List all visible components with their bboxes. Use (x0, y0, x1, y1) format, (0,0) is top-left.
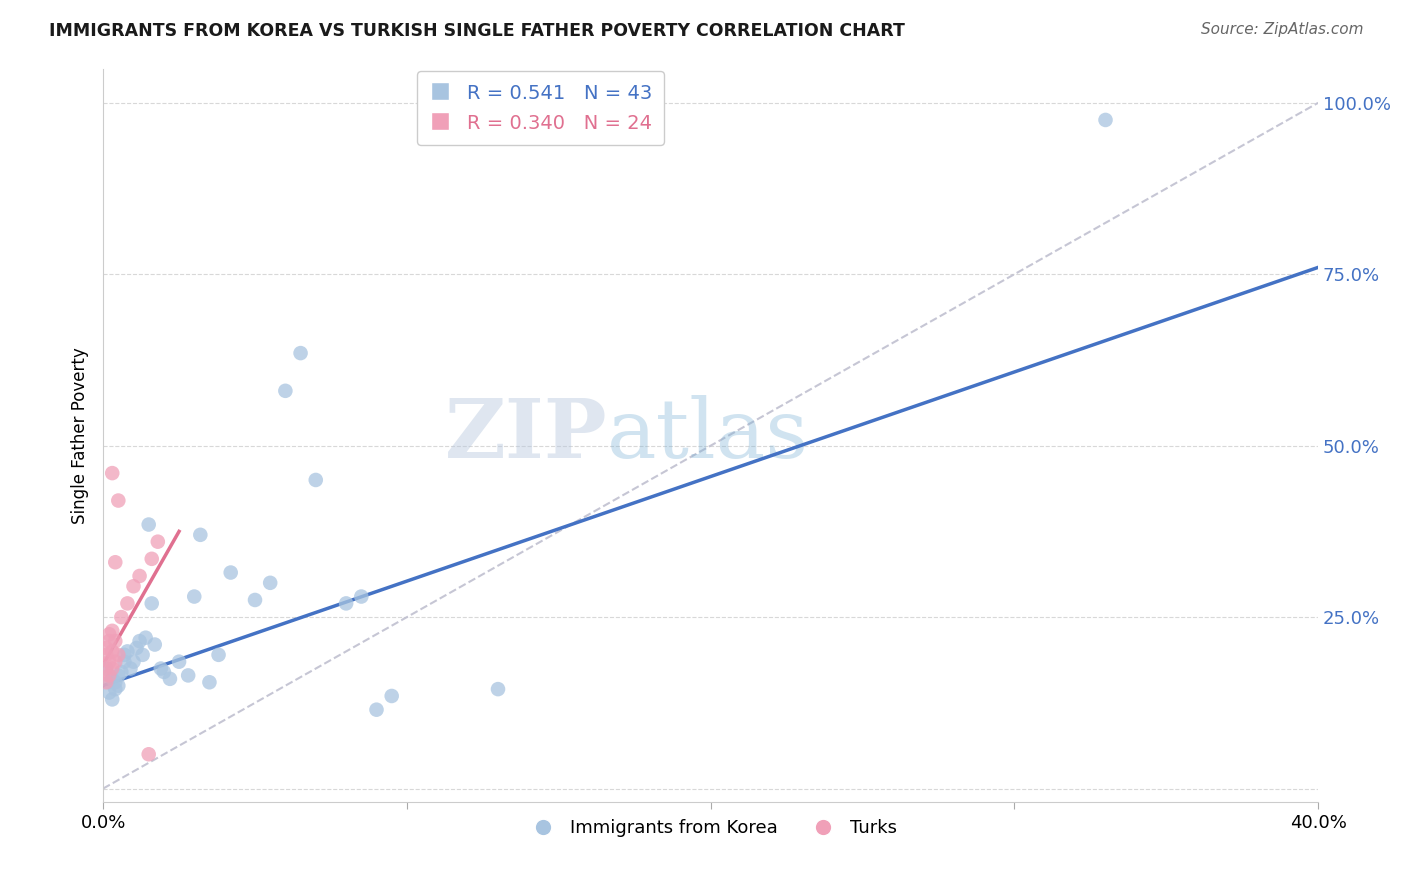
Point (96, 661, 118, 675)
Point (110, 610, 132, 624)
Point (117, 596, 139, 610)
Point (101, 624, 124, 638)
Point (138, 747, 160, 762)
Point (104, 634, 127, 648)
Point (141, 596, 163, 610)
Point (259, 575, 281, 590)
Point (107, 679, 129, 693)
Point (107, 668, 129, 682)
Point (350, 590, 373, 604)
Point (177, 668, 200, 682)
Point (101, 644, 124, 658)
Point (96, 640, 118, 655)
Point (104, 555, 127, 569)
Point (107, 493, 129, 508)
Point (101, 466, 124, 480)
Point (153, 665, 176, 679)
Point (366, 703, 388, 717)
Point (104, 682, 127, 697)
Point (122, 655, 145, 669)
Point (335, 596, 357, 610)
Point (96, 661, 118, 675)
Text: IMMIGRANTS FROM KOREA VS TURKISH SINGLE FATHER POVERTY CORRELATION CHART: IMMIGRANTS FROM KOREA VS TURKISH SINGLE … (49, 22, 905, 40)
Point (188, 528, 211, 542)
Y-axis label: Single Father Poverty: Single Father Poverty (72, 347, 89, 524)
Point (98, 634, 121, 648)
Point (128, 569, 150, 583)
Point (98, 627, 121, 641)
Point (149, 661, 172, 675)
Point (110, 665, 132, 679)
Point (141, 551, 163, 566)
Point (101, 672, 124, 686)
Point (107, 648, 129, 662)
Point (120, 661, 142, 675)
Point (146, 534, 169, 549)
Point (381, 689, 404, 703)
Point (183, 590, 205, 604)
Text: atlas: atlas (607, 395, 810, 475)
Point (117, 644, 139, 658)
Point (104, 655, 127, 669)
Point (290, 346, 312, 360)
Point (143, 638, 166, 652)
Point (243, 593, 266, 607)
Point (167, 655, 190, 669)
Text: ZIP: ZIP (444, 395, 607, 475)
Point (96, 675, 118, 690)
Point (1094, 112, 1116, 127)
Point (112, 655, 135, 669)
Point (96, 648, 118, 662)
Point (135, 631, 157, 645)
Point (305, 473, 328, 487)
Point (101, 661, 124, 675)
Point (125, 640, 148, 655)
Point (98, 675, 121, 690)
Point (274, 384, 297, 398)
Point (122, 579, 145, 593)
Point (131, 648, 153, 662)
Point (486, 682, 509, 697)
Point (207, 648, 229, 662)
Point (98, 685, 121, 699)
Point (101, 692, 124, 706)
Point (128, 634, 150, 648)
Point (112, 648, 135, 662)
Point (98, 655, 121, 669)
Text: Source: ZipAtlas.com: Source: ZipAtlas.com (1201, 22, 1364, 37)
Point (98, 668, 121, 682)
Point (159, 672, 181, 686)
Legend: Immigrants from Korea, Turks: Immigrants from Korea, Turks (517, 812, 904, 845)
Point (138, 517, 160, 532)
Point (219, 566, 242, 580)
Point (198, 675, 221, 690)
Point (104, 675, 127, 690)
